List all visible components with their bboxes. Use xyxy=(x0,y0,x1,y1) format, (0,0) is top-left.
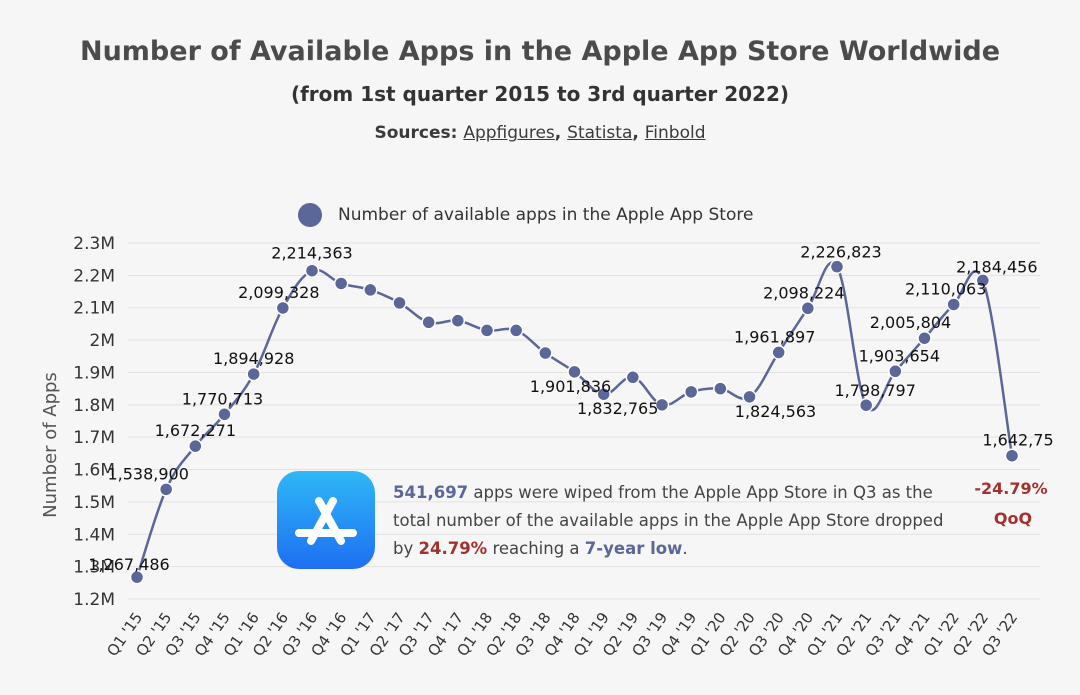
y-tick-label: 1.3M xyxy=(73,558,115,578)
chart-subtitle: (from 1st quarter 2015 to 3rd quarter 20… xyxy=(290,82,790,106)
data-label: 2,098,224 xyxy=(763,283,844,302)
sources-sep: , xyxy=(554,123,568,143)
data-point[interactable] xyxy=(333,276,349,291)
y-tick-label: 1.6M xyxy=(73,461,115,481)
data-point[interactable] xyxy=(508,323,524,338)
data-point[interactable] xyxy=(742,389,757,405)
callout-text-end: . xyxy=(682,539,688,558)
data-label: 1,770,713 xyxy=(182,389,263,408)
y-tick-label: 1.2M xyxy=(73,590,115,610)
data-point[interactable] xyxy=(683,384,699,400)
y-tick-label: 1.4M xyxy=(73,525,115,545)
legend-label: Number of available apps in the Apple Ap… xyxy=(338,205,754,225)
callout-text: 541,697 apps were wiped from the Apple A… xyxy=(393,479,953,563)
data-point[interactable] xyxy=(800,301,816,316)
data-point[interactable] xyxy=(917,330,932,346)
data-point[interactable] xyxy=(363,282,378,298)
data-point[interactable] xyxy=(538,345,553,361)
data-point[interactable] xyxy=(946,297,961,312)
callout-box: 541,697 apps were wiped from the Apple A… xyxy=(277,471,957,571)
y-tick-label: 2.2M xyxy=(73,266,115,286)
y-tick-label: 1.9M xyxy=(73,363,115,383)
app-store-icon xyxy=(277,471,375,569)
data-point[interactable] xyxy=(888,364,903,379)
qoq-percent-annotation: -24.79% xyxy=(974,479,1047,498)
data-label: 1,798,797 xyxy=(834,381,915,400)
data-label: 1,961,897 xyxy=(734,327,815,346)
sources-label: Sources: xyxy=(374,123,458,143)
source-link-finbold[interactable]: Finbold xyxy=(644,123,706,143)
chart-title: Number of Available Apps in the Apple Ap… xyxy=(79,36,1001,67)
data-label: 2,214,363 xyxy=(271,244,352,263)
data-points xyxy=(129,259,1020,585)
seven-year-low: 7-year low xyxy=(584,539,683,558)
data-point[interactable] xyxy=(654,397,670,413)
data-label: 1,903,654 xyxy=(859,346,940,365)
y-tick-label: 1.8M xyxy=(73,396,115,416)
drop-percent: 24.79% xyxy=(418,539,488,558)
data-point[interactable] xyxy=(158,482,174,497)
wiped-count: 541,697 xyxy=(393,483,469,502)
data-label: 1,901,836 xyxy=(530,377,611,396)
data-point[interactable] xyxy=(392,295,407,311)
sources-sep: , xyxy=(632,123,645,143)
data-point[interactable] xyxy=(188,438,203,454)
callout-text-part2: reaching a xyxy=(487,539,585,558)
chart-legend[interactable]: Number of available apps in the Apple Ap… xyxy=(298,203,753,227)
data-label: 1,672,271 xyxy=(155,421,236,440)
data-labels: 1,267,486 1,538,900 1,672,271 1,770,713 1,89… xyxy=(88,243,1053,574)
source-link-appfigures[interactable]: Appfigures xyxy=(463,123,555,143)
data-point[interactable] xyxy=(625,370,641,385)
data-label: 1,832,765 xyxy=(577,399,658,418)
data-label: 1,267,486 xyxy=(88,555,169,574)
data-point[interactable] xyxy=(479,323,495,338)
data-point[interactable] xyxy=(829,259,845,274)
data-point[interactable] xyxy=(713,381,728,396)
data-point[interactable] xyxy=(129,569,145,585)
y-tick-label: 1.5M xyxy=(73,493,115,513)
data-point[interactable] xyxy=(421,315,436,330)
legend-marker-icon xyxy=(298,203,322,227)
y-tick-label: 2.1M xyxy=(73,299,115,319)
data-point[interactable] xyxy=(217,407,232,422)
source-link-statista[interactable]: Statista xyxy=(567,123,633,143)
data-point[interactable] xyxy=(275,300,291,316)
data-point[interactable] xyxy=(304,263,320,278)
y-tick-label: 2M xyxy=(90,331,115,351)
data-point[interactable] xyxy=(246,366,261,382)
data-label: 1,894,928 xyxy=(213,349,294,368)
data-point[interactable] xyxy=(1004,448,1020,463)
y-axis-ticks: 1.2M 1.3M 1.4M 1.5M 1.6M 1.7M 1.8M 1.9M 2M 2.1M 2.… xyxy=(73,234,115,610)
data-point[interactable] xyxy=(596,386,611,402)
qoq-label-annotation: QoQ xyxy=(994,509,1032,528)
data-point[interactable] xyxy=(567,364,582,380)
data-point[interactable] xyxy=(858,397,874,413)
data-label: 2,226,823 xyxy=(800,243,881,262)
data-label: 1,824,563 xyxy=(735,402,816,421)
data-label: 2,184,456 xyxy=(956,257,1037,276)
data-label: 1,538,900 xyxy=(107,464,188,483)
y-tick-label: 2.3M xyxy=(73,234,115,254)
data-label: 2,099,328 xyxy=(238,283,319,302)
callout-text-part1: apps were wiped from the Apple App Store… xyxy=(393,483,944,558)
data-label: 1,642,75 xyxy=(982,431,1053,450)
y-tick-label: 1.7M xyxy=(73,428,115,448)
data-label: 2,005,804 xyxy=(870,313,951,332)
sources-line: Sources: Appfigures, Statista, Finbold xyxy=(0,123,1080,143)
y-axis-label: Number of Apps xyxy=(40,372,61,518)
data-point[interactable] xyxy=(450,313,466,328)
data-point[interactable] xyxy=(975,273,991,288)
data-point[interactable] xyxy=(771,345,786,360)
data-label: 2,110,063 xyxy=(905,279,986,298)
